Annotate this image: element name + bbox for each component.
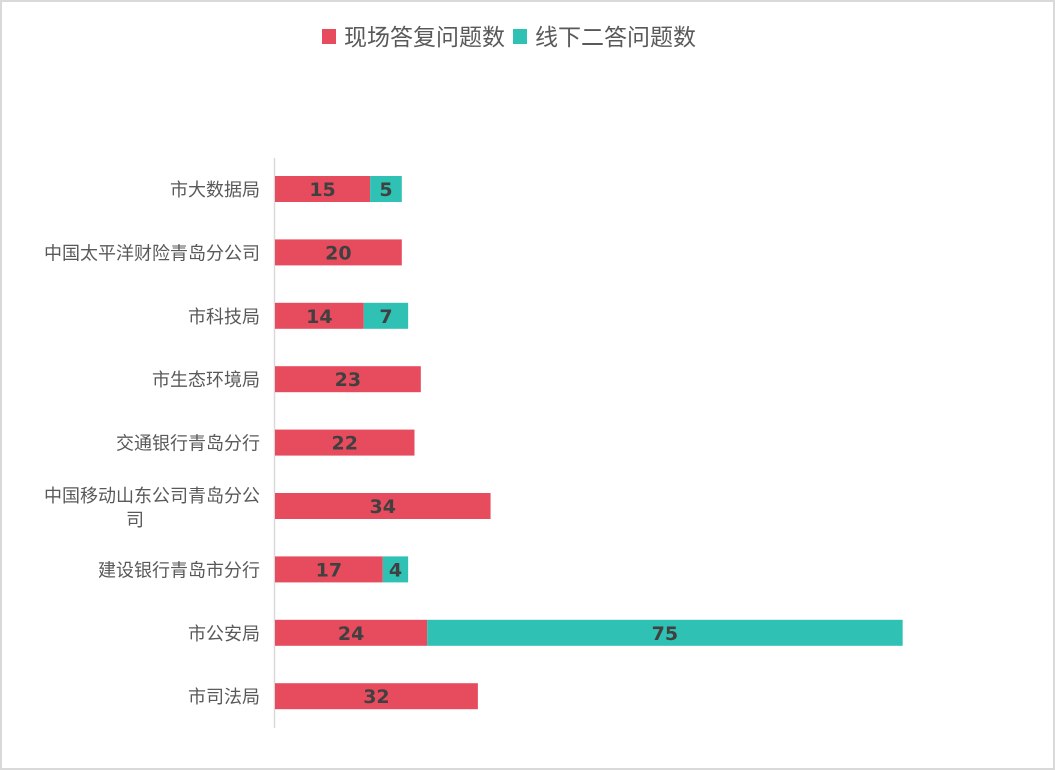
data-label: 20: [325, 242, 351, 264]
legend: 现场答复问题数 线下二答问题数: [322, 25, 696, 51]
category-label: 市生态环境局: [152, 370, 260, 391]
data-label: 22: [332, 433, 358, 455]
data-label: 34: [370, 496, 396, 518]
bar-segment-onsite: [275, 176, 371, 202]
data-label: 32: [363, 686, 389, 708]
bars-group: 市大数据局 15 5 中国太平洋财险青岛分公司 20 市科技局 14 7 市生态环境局 23 交通银…: [44, 176, 903, 710]
category-label: 市科技局: [188, 307, 260, 328]
bar-segment-offline: [427, 619, 903, 646]
bar-segment-onsite: [275, 239, 402, 266]
bar-segment-onsite: [275, 366, 421, 393]
category-label: 中国太平洋财险青岛分公司: [44, 243, 260, 264]
bar-segment-onsite: [275, 302, 364, 329]
data-label: 24: [338, 623, 364, 645]
bar-segment-offline: [382, 556, 409, 583]
category-label: 市公安局: [188, 624, 260, 645]
data-label: 75: [652, 623, 678, 645]
legend-swatch: [322, 29, 336, 44]
data-label: 4: [389, 559, 402, 581]
data-label: 7: [379, 306, 392, 328]
data-label: 5: [379, 179, 392, 201]
bar-segment-onsite: [275, 556, 383, 583]
bar-segment-offline: [370, 176, 402, 202]
category-label-line: 中国移动山东公司青岛分公: [44, 486, 260, 507]
legend-label: 现场答复问题数: [344, 25, 505, 51]
bar-segment-onsite: [275, 619, 428, 646]
data-label: 23: [335, 369, 361, 391]
legend-label: 线下二答问题数: [535, 25, 696, 51]
category-label: 建设银行青岛市分行: [98, 560, 260, 581]
data-label: 17: [316, 559, 342, 581]
category-label-line: 司: [126, 510, 144, 531]
legend-swatch: [513, 29, 527, 44]
bar-segment-onsite: [275, 683, 478, 710]
category-label: 交通银行青岛分行: [116, 434, 260, 455]
category-label: 市司法局: [188, 687, 260, 708]
bar-segment-onsite: [275, 429, 415, 456]
category-label: 市大数据局: [170, 180, 260, 201]
data-label: 15: [309, 179, 335, 201]
bar-segment-onsite: [275, 493, 491, 519]
bar-segment-offline: [363, 302, 409, 329]
category-label: 中国移动山东公司青岛分公司: [44, 486, 260, 531]
data-label: 14: [306, 306, 332, 328]
